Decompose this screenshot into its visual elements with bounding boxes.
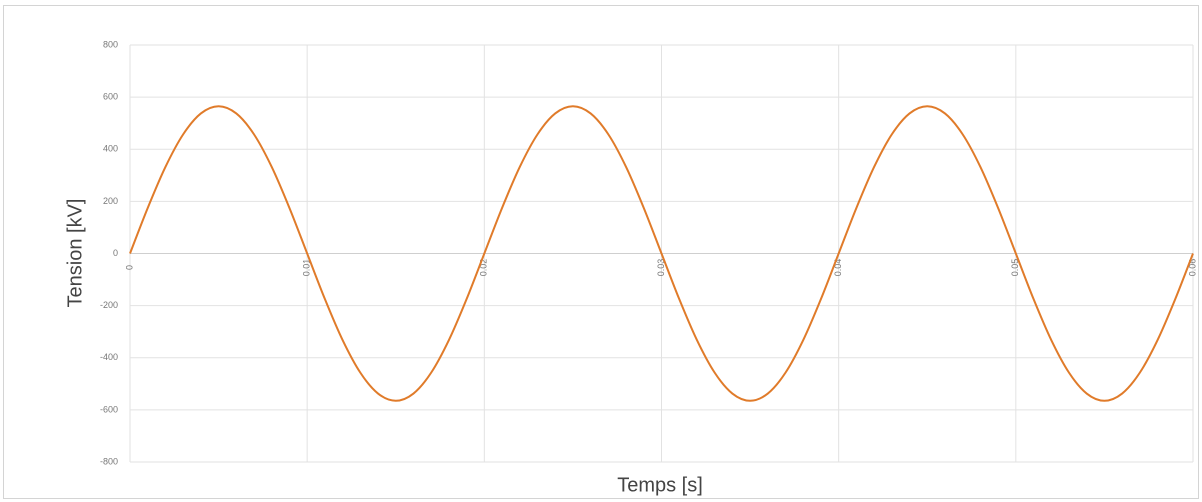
x-tick-label: 0 [124, 265, 134, 270]
y-tick-label: 0 [113, 248, 118, 258]
x-tick-label: 0.04 [833, 259, 843, 277]
y-tick-label: -200 [100, 300, 118, 310]
x-tick-label: 0.06 [1187, 259, 1197, 277]
y-tick-label: 400 [103, 144, 118, 154]
data-line [129, 105, 1194, 402]
y-tick-label: 200 [103, 196, 118, 206]
x-axis-title: Temps [s] [617, 474, 703, 496]
chart-border [3, 5, 1199, 499]
y-tick-label: 600 [103, 92, 118, 102]
x-tick-label: 0.02 [479, 259, 489, 277]
x-tick-label: 0.03 [656, 259, 666, 277]
x-tick-label: 0.01 [302, 259, 312, 277]
y-tick-label: -400 [100, 352, 118, 362]
y-tick-label: -800 [100, 456, 118, 466]
y-tick-label: 800 [103, 39, 118, 49]
x-tick-label: 0.05 [1010, 259, 1020, 277]
y-axis-title: Tension [kV] [64, 199, 86, 308]
y-tick-label: -600 [100, 404, 118, 414]
